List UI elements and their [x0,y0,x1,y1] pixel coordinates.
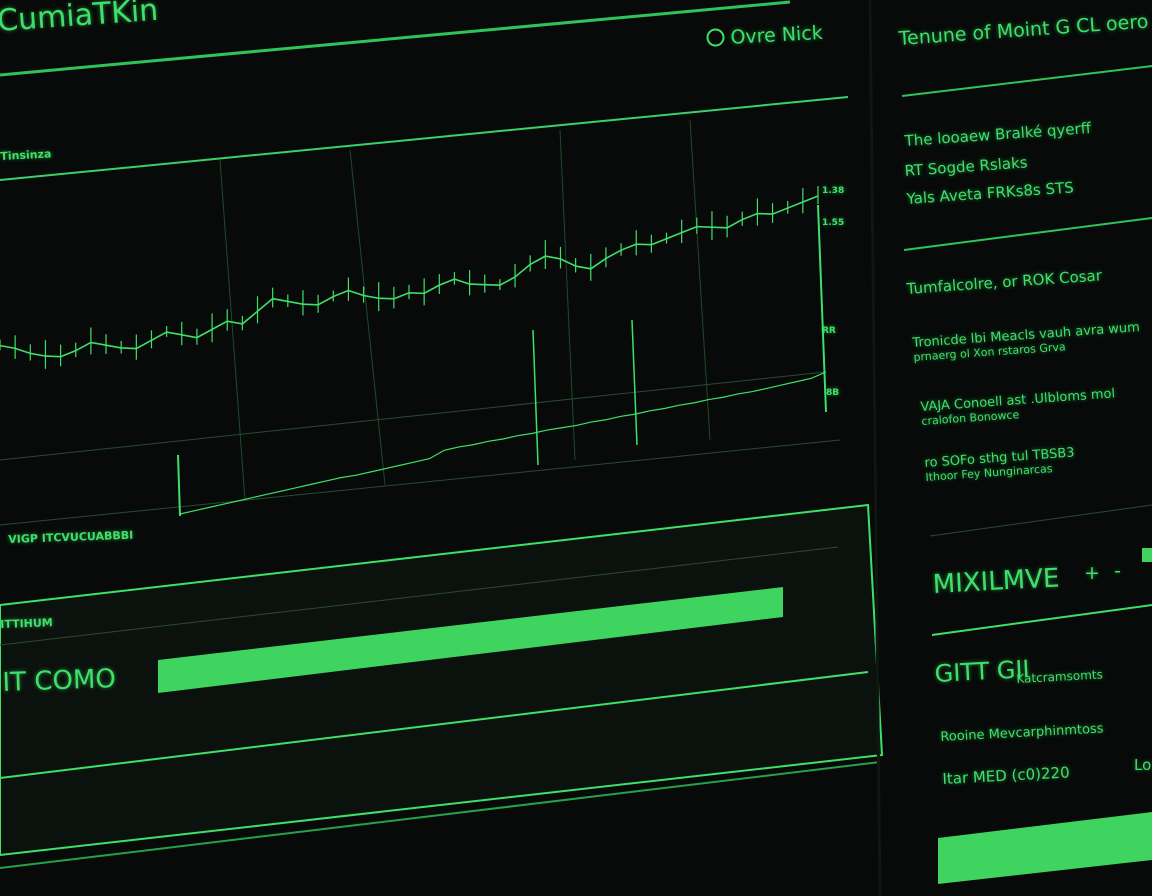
progress-bottom-divider [0,671,869,779]
series-line [179,371,827,515]
series-start-marker [177,454,181,517]
chart-series [0,186,827,515]
circle-badge-icon [706,28,725,47]
gridline [219,159,246,501]
y-axis [817,204,827,413]
sidebar-divider [901,65,1152,97]
chart-label: Tinsinza [0,147,52,163]
panel-gap [868,0,882,896]
header-divider [0,0,791,77]
metric-indicator [1142,548,1152,562]
progress-bar-fill [158,587,783,693]
progress-panel-label: ITTIHUM [0,616,53,631]
y-tick-label: 8B [826,388,840,398]
sidebar-divider [931,604,1152,636]
increase-button[interactable]: + [1084,562,1100,584]
progress-name: IT COMO [2,664,117,698]
footer-divider [0,761,881,869]
sidebar-divider [903,217,1152,251]
gridline [0,371,826,461]
chart-baseline [0,439,841,526]
series-marker [631,319,638,446]
y-tick-label: 1.55 [822,218,845,228]
gridline [349,149,386,486]
chart-top-border [0,96,849,181]
progress-divider [0,546,839,646]
y-tick-label: RR [822,326,836,336]
decrease-button[interactable]: - [1114,560,1121,582]
info-row-right: Lo [1134,756,1152,774]
series-line [0,195,819,358]
gridline [689,119,711,441]
y-tick-label: 1.38 [822,186,845,196]
sidebar-progress-fill [938,812,1152,884]
gridline [559,129,576,461]
series-marker [532,329,539,466]
sidebar-divider [929,504,1152,537]
progress-panel-border [0,503,884,857]
